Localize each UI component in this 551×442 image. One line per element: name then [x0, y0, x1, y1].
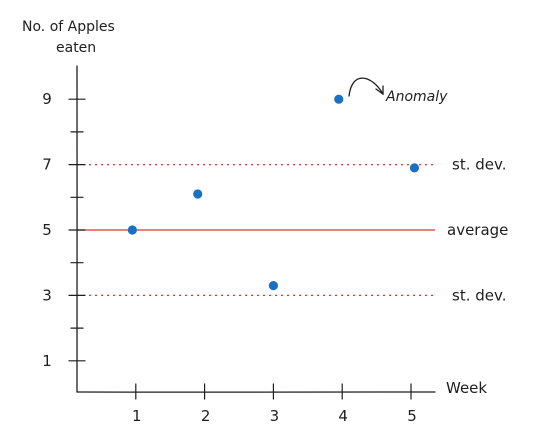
y-axis-label: No. of Apples eaten [22, 19, 115, 56]
y-tick-label-7: 7 [42, 156, 52, 174]
x-axis-label: Week [446, 379, 487, 397]
x-tick-label-1: 1 [132, 407, 142, 425]
anomaly-label: Anomaly [385, 89, 448, 105]
x-axis-ticks: 1 2 3 4 5 [132, 384, 417, 425]
y-tick-label-9: 9 [42, 90, 52, 108]
data-point-4 [334, 95, 343, 104]
x-tick-label-3: 3 [270, 407, 280, 425]
reference-lines: st. dev. average st. dev. [77, 156, 508, 305]
y-axis-label-line-2: eaten [56, 40, 96, 56]
reference-line-label-3: st. dev. [452, 286, 506, 304]
y-tick-label-5: 5 [42, 221, 52, 239]
x-tick-label-4: 4 [338, 407, 348, 425]
x-tick-label-2: 2 [201, 407, 211, 425]
anomaly-annotation: Anomaly [349, 78, 448, 105]
y-tick-label-1: 1 [42, 352, 52, 370]
y-axis-label-line-1: No. of Apples [22, 19, 115, 35]
data-point-5 [410, 163, 419, 172]
y-tick-label-3: 3 [42, 286, 52, 304]
y-axis-ticks: 1 3 5 7 9 [42, 90, 85, 370]
anomaly-arrow-head [376, 86, 383, 94]
data-point-3 [269, 281, 278, 290]
x-tick-label-5: 5 [407, 407, 417, 425]
data-point-1 [128, 225, 137, 234]
data-point-2 [193, 189, 202, 198]
data-points [128, 95, 419, 291]
reference-line-label-1: st. dev. [452, 156, 506, 174]
anomaly-arrow [349, 78, 383, 96]
reference-line-label-2: average [447, 221, 508, 239]
